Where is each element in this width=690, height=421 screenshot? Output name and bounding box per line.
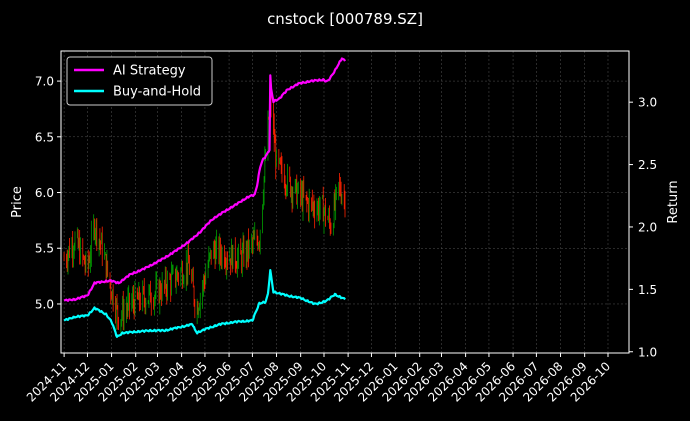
y2-tick-label: 1.5 (638, 283, 657, 297)
y-tick-label: 6.5 (35, 130, 54, 144)
y-tick-label: 6.0 (35, 186, 54, 200)
series-line-buy-and-hold (63, 269, 346, 338)
y-axis-label: Price (10, 186, 25, 218)
y2-tick-label: 2.5 (638, 158, 657, 172)
y-tick-label: 7.0 (35, 75, 54, 89)
plot-frame (60, 50, 630, 354)
legend-label-buy-and-hold: Buy-and-Hold (113, 85, 201, 100)
return-series (63, 57, 346, 338)
y-tick-label: 5.0 (35, 297, 54, 311)
axes: 2024-112024-122025-012025-022025-032025-… (24, 75, 657, 405)
y2-tick-label: 1.0 (638, 345, 657, 359)
legend: AI Strategy Buy-and-Hold (66, 56, 213, 106)
y-tick-label: 5.5 (35, 242, 54, 256)
y2-tick-label: 2.0 (638, 220, 657, 234)
legend-label-ai-strategy: AI Strategy (113, 64, 186, 79)
y2-axis-label: Return (666, 180, 681, 223)
series-line-ai-strategy (63, 57, 346, 302)
chart-title: cnstock [000789.SZ] (267, 10, 423, 28)
price-candles (63, 81, 346, 336)
y2-tick-label: 3.0 (638, 96, 657, 110)
